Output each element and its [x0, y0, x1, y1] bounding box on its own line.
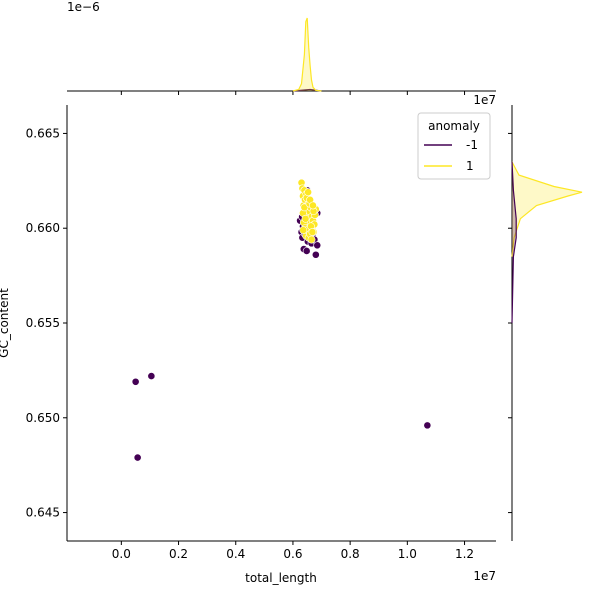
right-kde-fill-1 [512, 161, 582, 257]
scatter-point-1 [299, 226, 308, 235]
top-kde-series-1 [292, 17, 322, 92]
scatter-point-1 [301, 214, 310, 223]
y-tick-label: 0.665 [26, 126, 60, 140]
x-offset-label: 1e7 [473, 569, 496, 583]
right-marginal-axes: 1e7 [473, 93, 583, 541]
scatter-point--1 [131, 377, 140, 386]
right-kde-fill--1 [512, 161, 517, 323]
top-offset-label: 1e−6 [67, 0, 100, 14]
x-tick-label: 1.2 [455, 547, 474, 561]
right-kde-series--1 [511, 161, 517, 324]
x-tick-label: 0.6 [283, 547, 302, 561]
top-marginal-ticks [120, 91, 466, 95]
main-axes: 0.0 0.2 0.4 0.6 0.8 1.0 1.2 0.6450.6500.6550.6… [0, 105, 496, 585]
scatter-point--1 [302, 247, 311, 255]
right-offset-label: 1e7 [473, 93, 496, 107]
scatter-point-1 [304, 188, 312, 197]
x-tick-label: 0.8 [341, 547, 360, 561]
y-tick-label: 0.650 [26, 411, 60, 425]
x-tick-label: 0.4 [226, 547, 245, 561]
legend: anomaly -1 1 [417, 112, 491, 180]
y-tick-label: 0.660 [26, 221, 60, 235]
top-kde-fill-1 [292, 18, 322, 91]
right-marginal-ticks [508, 132, 512, 514]
scatter-point--1 [423, 421, 432, 430]
x-axis-label: total_length [245, 571, 317, 585]
scatter-point--1 [313, 241, 322, 250]
y-tick-label: 0.645 [26, 506, 60, 520]
legend-title: anomaly [428, 119, 480, 133]
y-axis-label: GC_content [0, 288, 11, 358]
top-marginal-axes: 1e−6 [67, 0, 496, 95]
scatter-point-1 [308, 228, 317, 236]
scatter-point-1 [307, 235, 316, 244]
x-tick-label: 0.2 [169, 547, 188, 561]
scatter-point--1 [311, 250, 320, 259]
scatter-point--1 [133, 453, 142, 462]
y-tick-label: 0.655 [26, 316, 60, 330]
legend-box [417, 112, 491, 180]
x-tick-label: 0.0 [112, 547, 131, 561]
scatter-points [131, 178, 432, 462]
x-ticks: 0.0 0.2 0.4 0.6 0.8 1.0 1.2 [112, 541, 474, 561]
legend-label--1: -1 [466, 138, 478, 152]
scatter-point--1 [147, 372, 156, 380]
x-tick-label: 1.0 [398, 547, 417, 561]
y-ticks: 0.645 0.650 0.655 0.660 0.665 [26, 126, 67, 520]
scatter-point-1 [309, 201, 317, 210]
legend-label-1: 1 [466, 159, 474, 173]
